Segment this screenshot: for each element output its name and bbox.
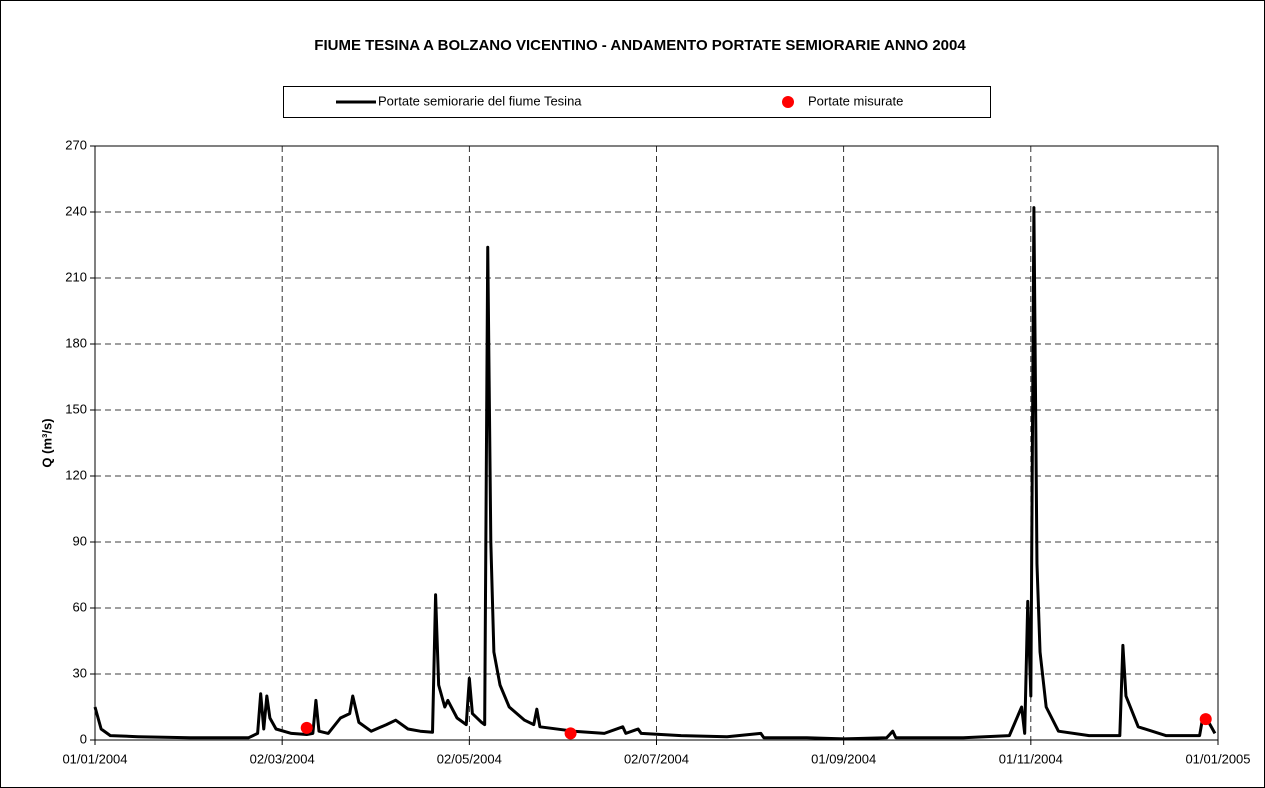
data-point	[564, 727, 577, 740]
plot-area	[94, 145, 1219, 741]
y-tick-label: 0	[80, 731, 87, 746]
y-tick-label: 60	[73, 599, 87, 614]
legend-swatch	[782, 96, 794, 108]
y-tick-label: 210	[65, 269, 87, 284]
x-tick-label: 01/01/2004	[62, 751, 127, 766]
x-tick-label: 02/05/2004	[437, 751, 502, 766]
y-tick-label: 30	[73, 665, 87, 680]
x-tick-label: 02/07/2004	[624, 751, 689, 766]
y-tick-label: 180	[65, 335, 87, 350]
x-tick-label: 01/09/2004	[811, 751, 876, 766]
data-line	[93, 206, 1217, 741]
y-tick-label: 240	[65, 203, 87, 218]
legend-label: Portate misurate	[808, 93, 903, 108]
y-tick-label: 150	[65, 401, 87, 416]
y-tick-label: 270	[65, 137, 87, 152]
y-tick-label: 90	[73, 533, 87, 548]
chart-title: FIUME TESINA A BOLZANO VICENTINO - ANDAM…	[314, 37, 966, 54]
data-point	[1199, 713, 1212, 726]
x-tick-label: 01/01/2005	[1185, 751, 1250, 766]
legend-label: Portate semiorarie del fiume Tesina	[378, 93, 582, 108]
x-tick-label: 02/03/2004	[250, 751, 315, 766]
y-tick-label: 120	[65, 467, 87, 482]
data-point	[300, 721, 313, 734]
legend-box	[283, 86, 991, 118]
y-axis-label: Q (m³/s)	[39, 418, 54, 467]
x-tick-label: 01/11/2004	[999, 751, 1063, 766]
